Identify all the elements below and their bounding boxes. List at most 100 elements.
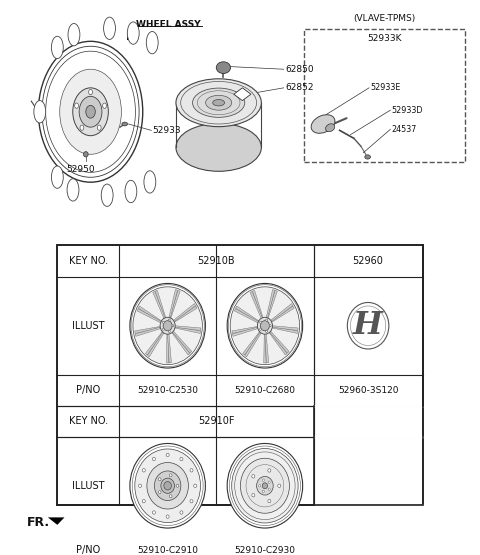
- Text: H: H: [353, 310, 383, 341]
- Text: (VLAVE-TPMS): (VLAVE-TPMS): [354, 14, 416, 23]
- Polygon shape: [153, 291, 166, 319]
- Ellipse shape: [86, 105, 96, 118]
- Circle shape: [268, 469, 271, 472]
- Circle shape: [166, 453, 169, 457]
- Ellipse shape: [34, 100, 46, 123]
- Polygon shape: [232, 327, 259, 336]
- Polygon shape: [234, 88, 251, 100]
- Circle shape: [155, 471, 181, 501]
- Circle shape: [163, 321, 172, 331]
- Circle shape: [348, 302, 389, 349]
- Circle shape: [169, 495, 172, 498]
- Ellipse shape: [60, 69, 121, 154]
- Circle shape: [162, 328, 164, 330]
- Circle shape: [230, 287, 300, 365]
- Text: P/NO: P/NO: [76, 546, 100, 555]
- Circle shape: [180, 457, 183, 461]
- Circle shape: [269, 325, 271, 327]
- FancyArrowPatch shape: [321, 118, 347, 129]
- Polygon shape: [169, 290, 178, 319]
- Polygon shape: [169, 290, 180, 319]
- Text: 52960-3S120: 52960-3S120: [338, 386, 398, 395]
- Ellipse shape: [176, 79, 261, 127]
- Circle shape: [252, 475, 255, 478]
- Polygon shape: [155, 290, 166, 319]
- Text: WHEEL ASSY: WHEEL ASSY: [136, 19, 200, 28]
- Circle shape: [139, 484, 142, 487]
- Text: ILLUST: ILLUST: [72, 321, 105, 331]
- Circle shape: [135, 449, 201, 523]
- Circle shape: [158, 478, 161, 481]
- Text: ILLUST: ILLUST: [72, 481, 105, 491]
- Text: 52933: 52933: [152, 126, 181, 135]
- Polygon shape: [264, 334, 266, 363]
- Polygon shape: [269, 331, 289, 353]
- Circle shape: [142, 468, 145, 472]
- Text: 52910-C2680: 52910-C2680: [234, 386, 295, 395]
- Ellipse shape: [68, 23, 80, 46]
- Ellipse shape: [67, 179, 79, 201]
- Ellipse shape: [51, 36, 63, 59]
- Circle shape: [240, 458, 289, 513]
- Ellipse shape: [365, 155, 371, 159]
- Circle shape: [142, 500, 145, 503]
- Circle shape: [169, 474, 172, 477]
- Circle shape: [268, 481, 270, 483]
- Polygon shape: [243, 331, 261, 355]
- Circle shape: [168, 330, 170, 332]
- Polygon shape: [138, 306, 162, 322]
- Circle shape: [166, 515, 169, 518]
- Polygon shape: [135, 327, 161, 336]
- Text: 62850: 62850: [285, 65, 314, 74]
- Circle shape: [161, 478, 174, 493]
- Polygon shape: [135, 326, 161, 334]
- Text: 52910-C2910: 52910-C2910: [137, 546, 198, 555]
- Circle shape: [265, 330, 267, 332]
- Polygon shape: [173, 304, 196, 322]
- Circle shape: [130, 284, 205, 368]
- Circle shape: [257, 476, 273, 495]
- Polygon shape: [266, 290, 277, 319]
- Ellipse shape: [104, 17, 116, 39]
- Circle shape: [262, 479, 264, 481]
- Circle shape: [172, 325, 174, 327]
- Polygon shape: [270, 304, 293, 322]
- Circle shape: [260, 328, 262, 330]
- Polygon shape: [137, 309, 162, 323]
- Polygon shape: [272, 326, 298, 331]
- Circle shape: [180, 511, 183, 514]
- Circle shape: [160, 317, 175, 334]
- Bar: [313, 406, 423, 505]
- Ellipse shape: [51, 166, 63, 188]
- Ellipse shape: [311, 115, 335, 133]
- Circle shape: [133, 287, 203, 365]
- Polygon shape: [147, 331, 164, 357]
- Circle shape: [147, 462, 189, 509]
- Circle shape: [152, 511, 156, 514]
- Polygon shape: [272, 326, 298, 334]
- Circle shape: [262, 483, 267, 489]
- Ellipse shape: [325, 124, 335, 132]
- Circle shape: [265, 319, 267, 321]
- Text: 52933D: 52933D: [392, 105, 423, 115]
- Polygon shape: [265, 333, 269, 363]
- Circle shape: [194, 484, 197, 487]
- Text: 62852: 62852: [285, 83, 313, 92]
- Bar: [57, 245, 423, 505]
- Polygon shape: [270, 306, 294, 322]
- Circle shape: [268, 488, 270, 491]
- Circle shape: [190, 500, 193, 503]
- Polygon shape: [266, 290, 275, 319]
- Circle shape: [168, 319, 170, 321]
- Circle shape: [259, 485, 261, 487]
- Text: 24537: 24537: [392, 125, 417, 134]
- Ellipse shape: [103, 103, 107, 108]
- Polygon shape: [145, 331, 164, 355]
- Circle shape: [260, 321, 269, 331]
- Circle shape: [164, 482, 171, 490]
- Text: 52910F: 52910F: [198, 416, 235, 426]
- Ellipse shape: [101, 184, 113, 206]
- Circle shape: [268, 500, 271, 503]
- Text: KEY NO.: KEY NO.: [69, 256, 108, 266]
- Ellipse shape: [146, 32, 158, 54]
